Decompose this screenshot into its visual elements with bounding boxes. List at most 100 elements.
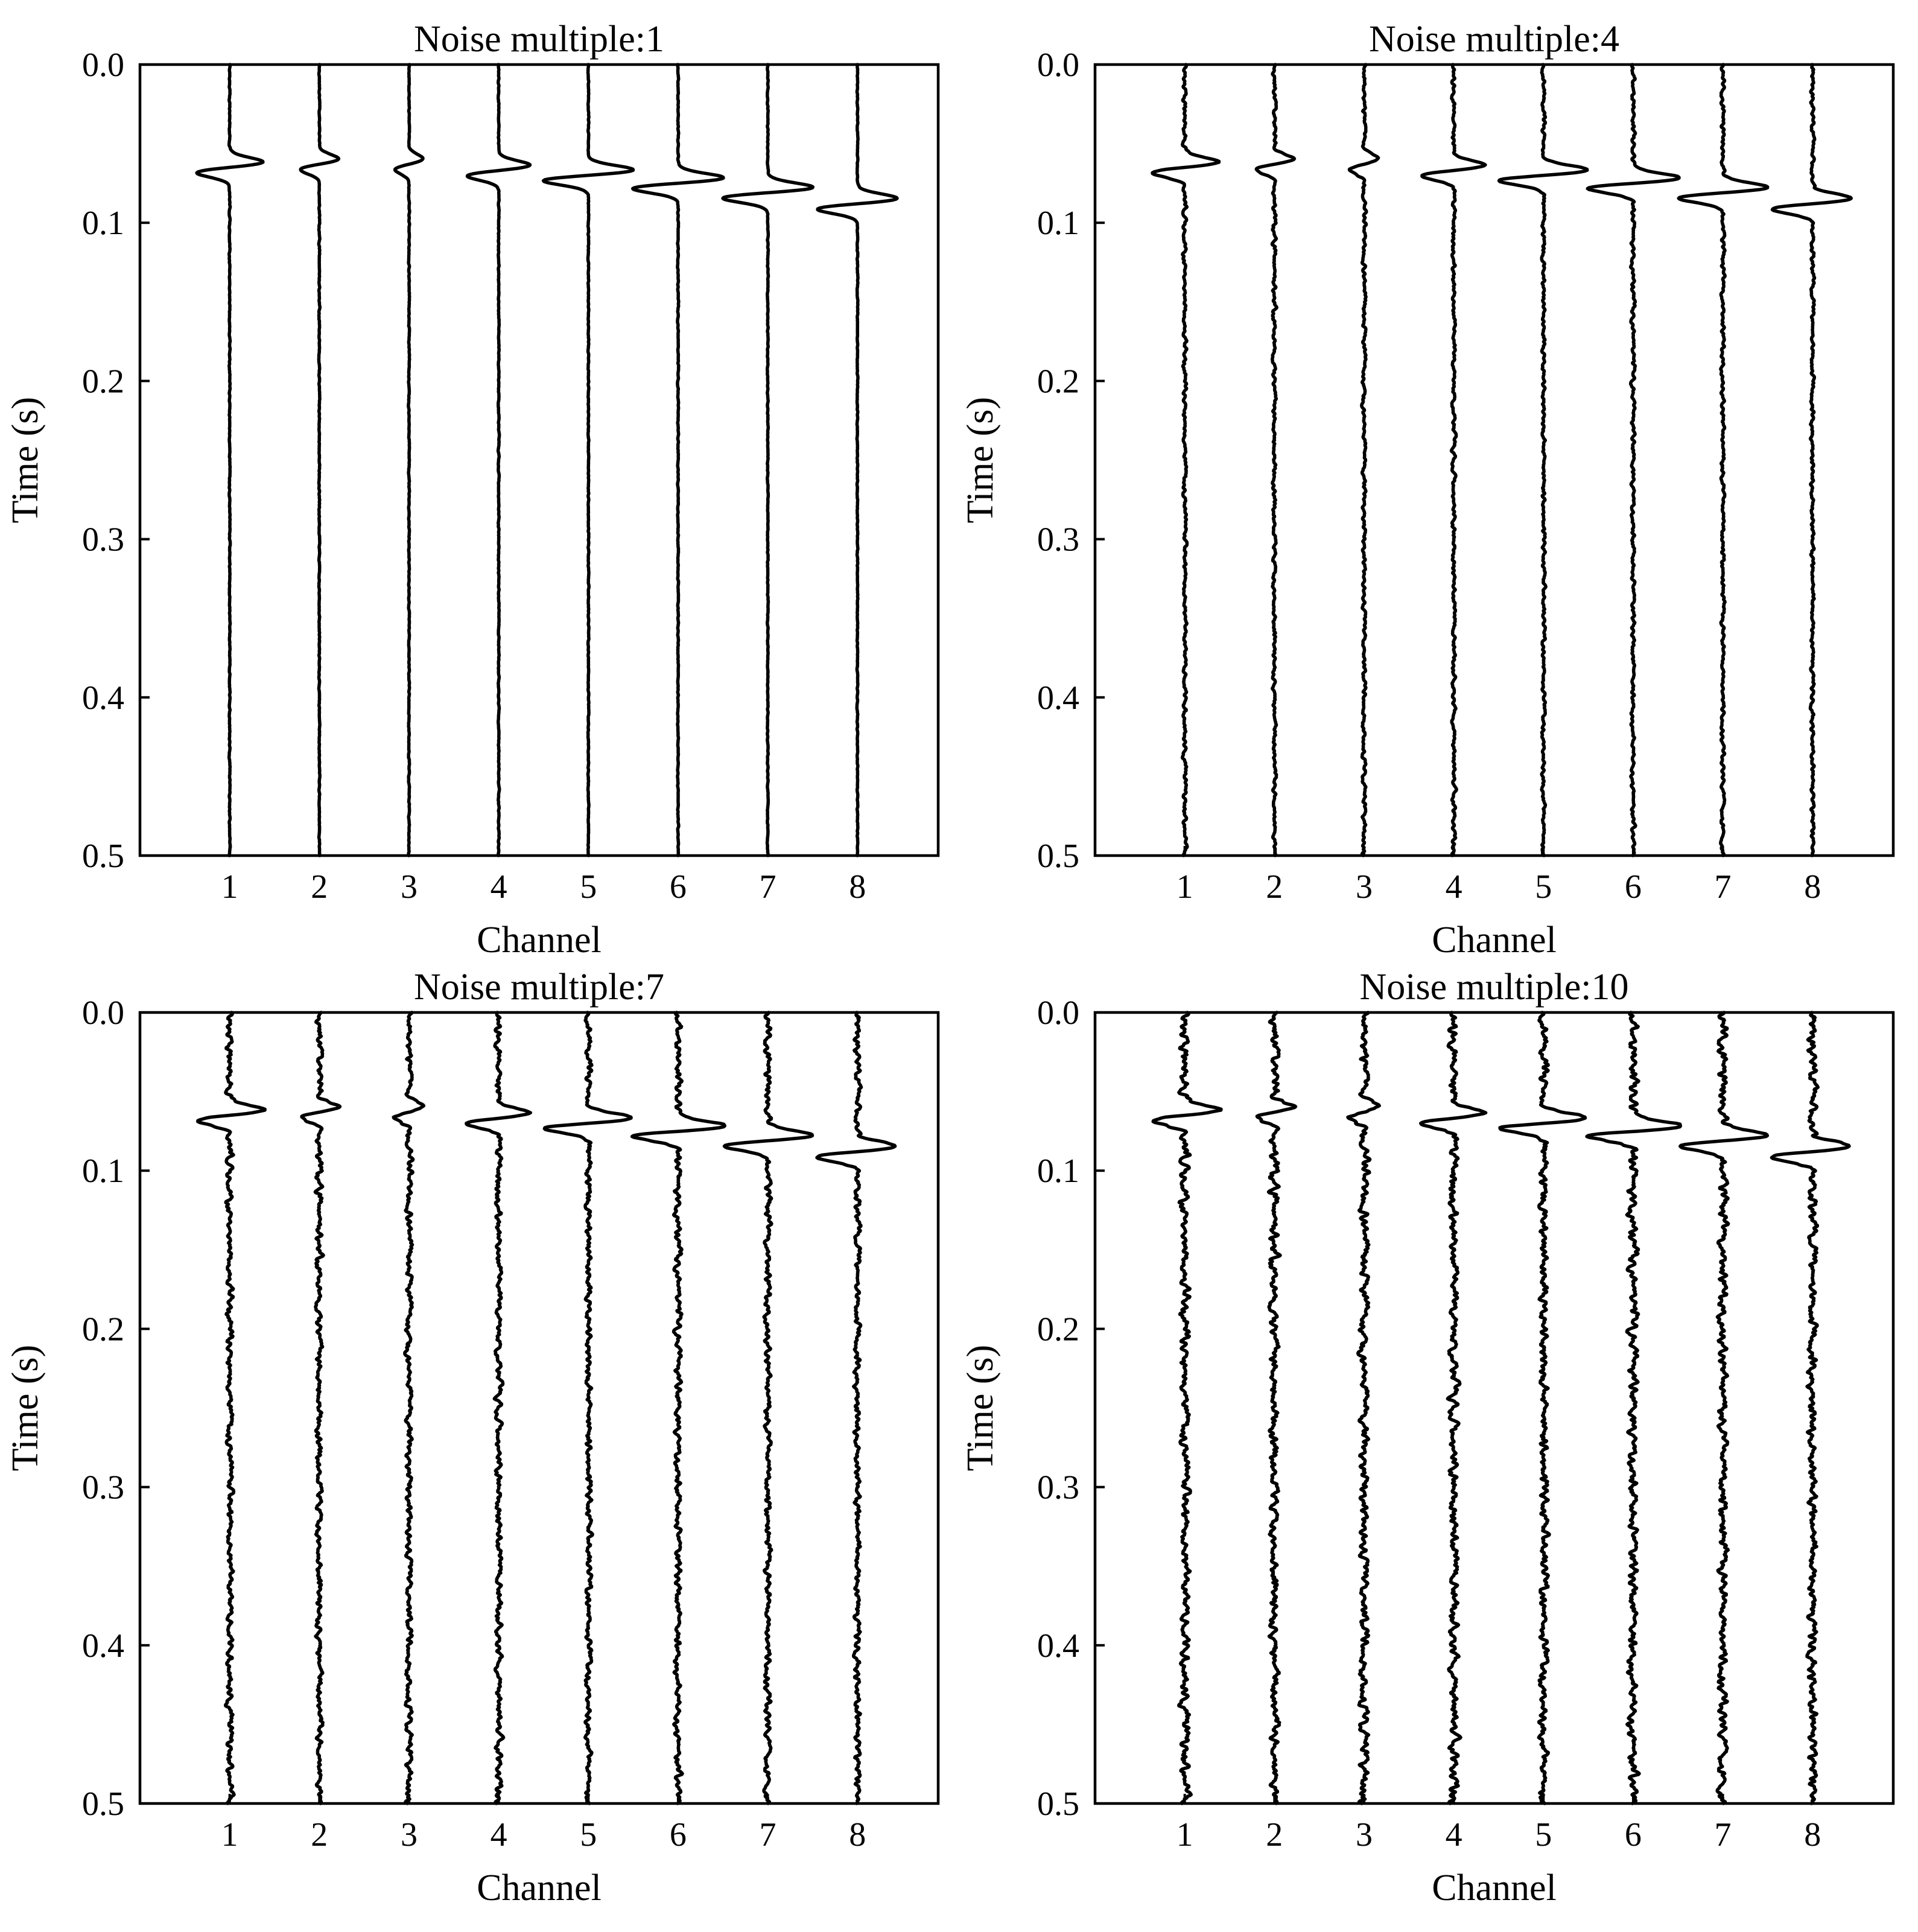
trace-channel-3 [392,1011,426,1805]
y-axis-label: Time (s) [960,397,1001,524]
x-tick-label: 8 [849,868,866,906]
y-tick-label: 0.0 [1037,994,1079,1032]
x-tick-label: 3 [401,1816,418,1854]
x-tick-label: 3 [401,868,418,906]
chart-title: Noise multiple:7 [414,967,664,1008]
trace-channel-7 [1677,63,1770,857]
x-tick-label: 8 [1804,1816,1821,1854]
y-tick-label: 0.2 [1037,1311,1079,1348]
plot-frame [138,1011,940,1805]
y-tick-label: 0.1 [82,1152,124,1190]
y-tick-label: 0.1 [1037,1152,1079,1190]
x-tick-label: 7 [1715,1816,1732,1854]
trace-channel-6 [630,1011,726,1805]
x-tick-label: 5 [580,1816,597,1854]
trace-channel-4 [1419,1011,1488,1805]
y-tick-label: 0.0 [82,46,124,84]
trace-channel-1 [1151,63,1221,857]
y-tick-label: 0.3 [82,521,124,559]
chart-panel-1: 1 2 3 4 5 6 7 8 0.0 0.1 0.2 0.3 0.4 0.5 Noise multiple… [5,19,940,961]
trace-channel-8 [1770,1011,1851,1805]
y-tick-label: 0.2 [82,363,124,400]
trace-channel-2 [299,63,341,857]
trace-channel-1 [195,63,265,857]
trace-channel-3 [393,63,425,857]
y-tick-label: 0.4 [82,679,124,717]
plot-frame [138,63,940,857]
y-axis-label: Time (s) [5,397,46,524]
x-tick-label: 1 [1177,868,1193,906]
trace-channel-3 [1347,63,1380,857]
trace-channel-3 [1346,1011,1381,1805]
chart-panel-4: 1 2 3 4 5 6 7 8 0.0 0.1 0.2 0.3 0.4 0.5 Noise multiple… [960,967,1895,1908]
x-tick-label: 6 [1625,868,1642,906]
x-tick-label: 7 [760,868,776,906]
x-tick-label: 3 [1356,1816,1373,1854]
plot-frame [1093,63,1895,857]
y-tick-label: 0.3 [82,1469,124,1507]
trace-channel-8 [1770,63,1853,857]
y-tick-label: 0.2 [1037,363,1079,400]
x-tick-label: 7 [1715,868,1732,906]
y-tick-label: 0.5 [82,837,124,875]
trace-channel-1 [196,1011,267,1805]
trace-channel-7 [722,1011,815,1805]
x-tick-label: 2 [311,1816,328,1854]
x-tick-label: 2 [1266,868,1283,906]
x-tick-label: 1 [221,1816,238,1854]
trace-channel-7 [721,63,815,857]
plot-frame [1093,1011,1895,1805]
x-tick-label: 3 [1356,868,1373,906]
x-tick-label: 5 [1535,868,1552,906]
trace-channel-2 [300,1011,342,1805]
y-tick-label: 0.4 [82,1627,124,1665]
x-axis-label: Channel [477,920,602,961]
x-tick-label: 1 [221,868,238,906]
y-tick-label: 0.2 [82,1311,124,1348]
chart-title: Noise multiple:10 [1359,967,1628,1008]
x-tick-label: 1 [1177,1816,1193,1854]
trace-channel-6 [1586,63,1681,857]
chart-title: Noise multiple:1 [414,19,664,60]
x-tick-label: 5 [580,868,597,906]
trace-channel-6 [1585,1011,1683,1805]
x-tick-label: 5 [1535,1816,1552,1854]
y-tick-label: 0.1 [1037,205,1079,242]
x-axis-label: Channel [1432,1867,1557,1908]
trace-channel-4 [465,1011,533,1805]
trace-channel-5 [1497,63,1589,857]
x-tick-label: 4 [1446,1816,1462,1854]
x-axis-label: Channel [1432,920,1557,961]
trace-channel-8 [815,1011,897,1805]
x-tick-label: 2 [1266,1816,1283,1854]
x-tick-label: 8 [849,1816,866,1854]
x-axis-label: Channel [477,1867,602,1908]
y-tick-label: 0.1 [82,205,124,242]
trace-channel-5 [542,1011,633,1805]
x-tick-label: 4 [491,1816,507,1854]
trace-channel-6 [630,63,725,857]
trace-channel-4 [1420,63,1487,857]
trace-channel-1 [1151,1011,1223,1805]
x-tick-label: 4 [491,868,507,906]
x-tick-label: 2 [311,868,328,906]
trace-channel-7 [1678,1011,1770,1805]
x-tick-label: 4 [1446,868,1462,906]
y-tick-label: 0.4 [1037,1627,1079,1665]
x-tick-label: 7 [760,1816,776,1854]
x-tick-label: 6 [670,1816,687,1854]
y-tick-label: 0.5 [82,1785,124,1823]
y-tick-label: 0.4 [1037,679,1079,717]
y-tick-label: 0.3 [1037,521,1079,559]
x-tick-label: 8 [1804,868,1821,906]
y-axis-label: Time (s) [5,1345,46,1472]
chart-panel-3: 1 2 3 4 5 6 7 8 0.0 0.1 0.2 0.3 0.4 0.5 Noise multiple… [5,967,940,1908]
trace-channel-5 [541,63,635,857]
y-tick-label: 0.3 [1037,1469,1079,1507]
chart-title: Noise multiple:4 [1369,19,1619,60]
y-tick-label: 0.5 [1037,1785,1079,1823]
x-tick-label: 6 [670,868,687,906]
trace-channel-8 [816,63,899,857]
y-tick-label: 0.0 [1037,46,1079,84]
